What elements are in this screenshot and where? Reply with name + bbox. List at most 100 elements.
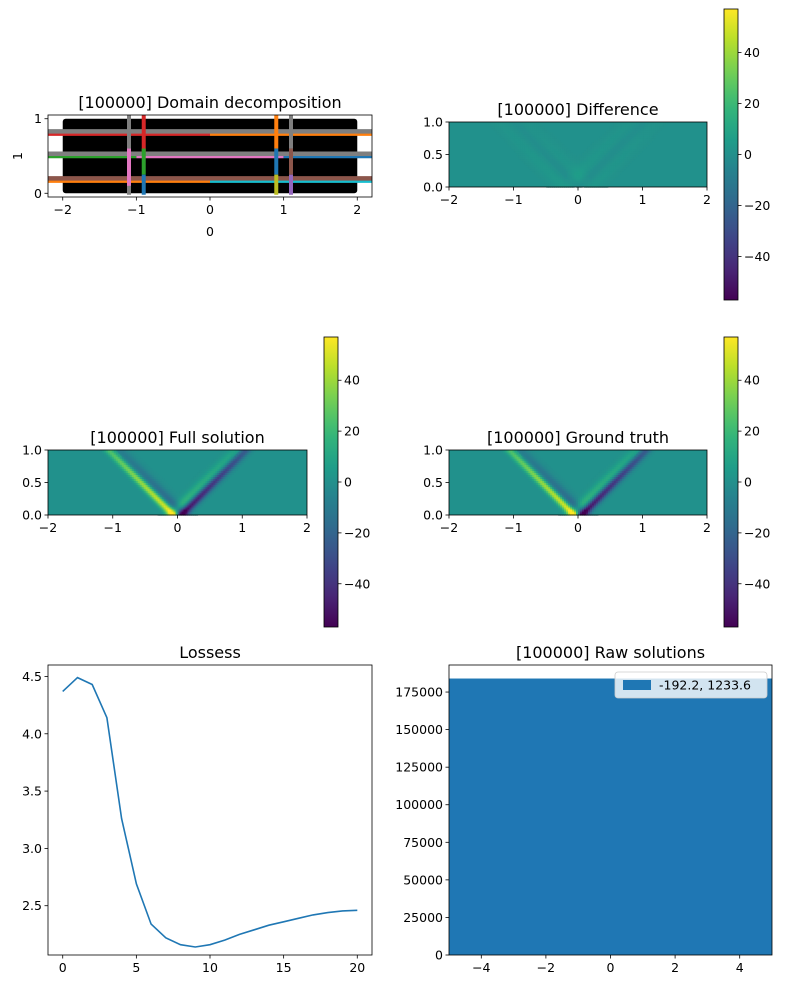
difference-cell	[593, 182, 597, 186]
ground-truth-cell	[633, 464, 637, 467]
difference-cell	[591, 158, 595, 162]
full-solution-cell	[145, 480, 149, 484]
ground-truth-cell	[637, 462, 641, 465]
full-solution-cell	[233, 468, 236, 471]
difference-cell	[558, 184, 561, 188]
difference-cell	[530, 144, 533, 147]
difference-cell	[643, 140, 647, 143]
ground-truth-cell	[554, 472, 557, 475]
full-solution-cell	[231, 456, 234, 459]
difference-cell	[558, 176, 561, 180]
full-solution-cell	[127, 460, 131, 463]
ground-truth-cell	[566, 486, 569, 490]
full-solution-cell	[203, 474, 206, 478]
full-solution-cell	[195, 498, 199, 502]
difference-cell	[633, 130, 637, 133]
difference-cell	[617, 146, 621, 150]
difference-cell	[556, 178, 559, 182]
difference-cell	[540, 146, 543, 150]
full-solution-cell	[123, 470, 127, 473]
difference-cell	[554, 168, 557, 172]
ground-truth-cell	[599, 490, 603, 494]
difference-cell	[570, 164, 573, 168]
difference-cell	[518, 148, 522, 152]
difference-cell	[554, 182, 557, 186]
full-solution-cell	[123, 472, 127, 475]
full-solution-cell	[231, 450, 234, 453]
difference-cell	[611, 176, 615, 180]
difference-cell	[570, 160, 573, 164]
difference-cell	[542, 164, 545, 168]
difference-cell	[593, 174, 597, 178]
ground-truth-cell	[631, 472, 635, 475]
full-solution-cell	[133, 462, 137, 465]
difference-cell	[504, 124, 508, 127]
full-solution-cell	[155, 502, 159, 506]
ground-truth-cell	[560, 490, 563, 494]
difference-cell	[637, 136, 641, 139]
ground-truth-cell	[623, 462, 627, 465]
ground-truth-cell	[560, 478, 563, 482]
ground-truth-cell	[540, 486, 543, 490]
difference-cell	[611, 154, 615, 158]
full-solution-cell	[201, 478, 204, 482]
full-solution-cell	[141, 468, 145, 471]
difference-cell	[611, 138, 615, 141]
raw-solutions-ytick-label: 75000	[403, 835, 443, 850]
ground-truth-cell	[572, 508, 575, 512]
difference-cell	[508, 128, 512, 131]
full-solution-cell	[161, 480, 165, 484]
difference-cell	[536, 134, 539, 137]
full-solution-cell	[133, 484, 137, 488]
full-solution-cell	[143, 492, 147, 496]
ground-truth-cell	[623, 474, 627, 478]
ground-truth-cell	[591, 496, 595, 500]
full-solution-cell	[151, 478, 155, 482]
difference-cell	[560, 150, 563, 154]
full-solution-cell	[133, 456, 137, 459]
full-solution-cell	[137, 488, 141, 492]
difference-cell	[589, 178, 593, 182]
difference-cell	[550, 176, 553, 180]
ground-truth-cell	[629, 470, 633, 473]
full-solution-cell	[127, 474, 131, 478]
difference-cell	[631, 134, 635, 137]
difference-cell	[528, 134, 531, 137]
difference-cell	[502, 138, 506, 141]
ground-truth-cell	[589, 502, 593, 506]
ground-truth-cell	[613, 462, 617, 465]
full-solution-cell	[199, 490, 203, 494]
ground-truth-cell	[609, 474, 613, 478]
difference-cell	[613, 158, 617, 162]
difference-cell	[589, 182, 593, 186]
difference-cell	[564, 146, 567, 150]
full-solution-cell	[127, 468, 131, 471]
difference-cell	[585, 184, 589, 188]
difference-cell	[647, 138, 651, 141]
full-solution-xtick-label: −2	[39, 520, 57, 535]
difference-cell	[597, 170, 601, 174]
full-solution-cell	[129, 480, 133, 484]
difference-cell	[502, 122, 506, 125]
difference-cell	[548, 158, 551, 162]
difference-cell	[522, 124, 526, 127]
ground-truth-cell	[641, 454, 645, 457]
difference-cell	[538, 126, 541, 129]
full-solution-cell	[227, 466, 230, 469]
difference-cell	[520, 156, 524, 160]
ground-truth-cell	[595, 484, 599, 488]
full-solution-cell	[167, 490, 171, 494]
ground-truth-cell	[627, 466, 631, 469]
ground-truth-cell	[558, 498, 561, 502]
full-solution-cell	[191, 512, 195, 516]
ground-truth-cell	[587, 500, 591, 504]
full-solution-cell	[143, 476, 147, 480]
ground-truth-cell	[536, 476, 539, 480]
difference-cell	[524, 162, 527, 166]
losses-series-line	[62, 676, 358, 948]
full-solution-cell	[169, 490, 173, 494]
full-solution-cell	[153, 472, 157, 475]
ground-truth-cell	[595, 486, 599, 490]
difference-cell	[544, 162, 547, 166]
full-solution-cell	[229, 454, 232, 457]
